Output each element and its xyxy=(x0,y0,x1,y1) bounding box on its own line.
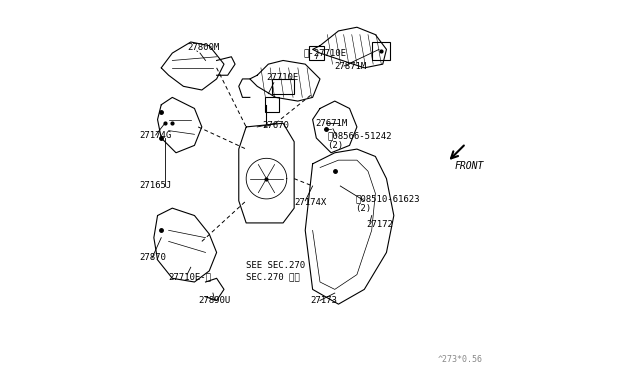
Text: ^273*0.56: ^273*0.56 xyxy=(438,355,483,364)
Text: SEC.270 参照: SEC.270 参照 xyxy=(246,272,300,281)
Text: Ⓝ08566-51242: Ⓝ08566-51242 xyxy=(328,132,392,141)
FancyBboxPatch shape xyxy=(372,42,390,61)
Text: 27671M: 27671M xyxy=(316,119,348,128)
Text: 27710E: 27710E xyxy=(266,73,299,81)
FancyBboxPatch shape xyxy=(264,97,280,112)
FancyBboxPatch shape xyxy=(272,79,294,94)
Text: 27670: 27670 xyxy=(263,121,290,129)
Text: (2): (2) xyxy=(328,141,344,150)
Text: 27174X: 27174X xyxy=(294,198,326,207)
Text: 27165J: 27165J xyxy=(139,182,172,190)
Text: SEE SEC.270: SEE SEC.270 xyxy=(246,261,305,270)
Text: 27173: 27173 xyxy=(311,296,338,305)
Text: ①-27710E: ①-27710E xyxy=(303,49,346,58)
FancyBboxPatch shape xyxy=(309,46,324,61)
Text: 27890U: 27890U xyxy=(198,296,230,305)
Text: 27870: 27870 xyxy=(139,253,166,263)
Text: FRONT: FRONT xyxy=(455,161,484,171)
Text: 27710E-①: 27710E-① xyxy=(168,272,212,281)
Text: (2): (2) xyxy=(355,203,371,213)
Text: 27871M: 27871M xyxy=(334,61,366,71)
Text: 27800M: 27800M xyxy=(187,43,220,52)
Text: 27174G: 27174G xyxy=(139,131,172,140)
Text: Ⓝ08510-61623: Ⓝ08510-61623 xyxy=(355,195,420,203)
Text: 27172: 27172 xyxy=(366,220,393,229)
